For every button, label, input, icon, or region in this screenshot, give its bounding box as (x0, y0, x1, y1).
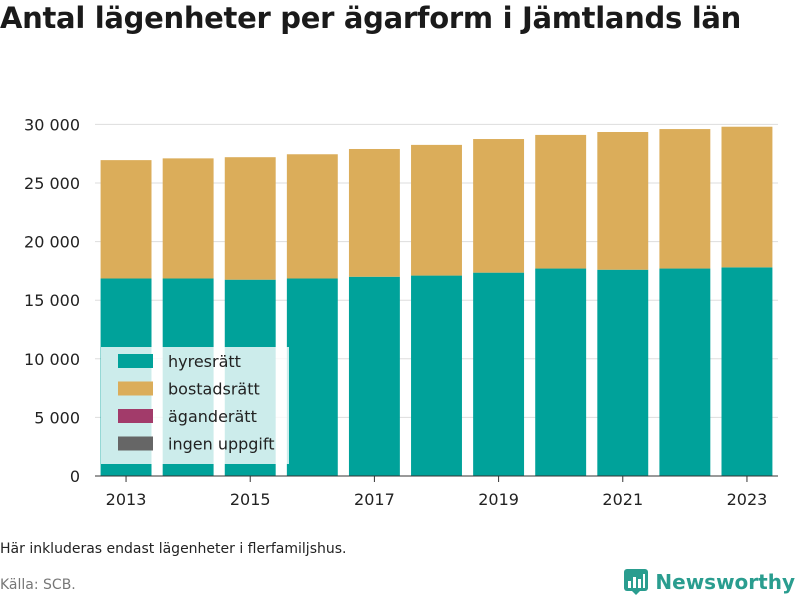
stacked-bar-chart: 0 5 000 10 000 15 000 20 000 25 000 30 000 201… (24, 115, 778, 509)
bar-segment (286, 154, 338, 279)
bar-segment (473, 139, 525, 273)
x-tick-label: 2013 (106, 490, 147, 509)
x-tick-label: 2023 (727, 490, 768, 509)
legend-label: ingen uppgift (168, 435, 275, 454)
bar-segment (348, 148, 400, 277)
y-tick-label: 20 000 (24, 233, 80, 252)
y-tick-label: 25 000 (24, 174, 80, 193)
newsworthy-logo[interactable]: Newsworthy (623, 568, 795, 596)
bar-segment (721, 126, 773, 268)
legend-swatch (118, 409, 153, 423)
x-tick-label: 2017 (354, 490, 395, 509)
brand-name: Newsworthy (655, 570, 795, 594)
bar-segment (411, 275, 462, 476)
bar-segment (348, 276, 400, 476)
x-tick-label: 2019 (478, 490, 519, 509)
x-tick-label: 2021 (602, 490, 643, 509)
bar-segment (162, 158, 214, 279)
bar-segment (597, 131, 649, 270)
bar-segment (535, 134, 587, 269)
source-text: Källa: SCB. (0, 577, 76, 593)
legend-label: hyresrätt (168, 352, 241, 371)
bar-segment (100, 160, 152, 279)
y-tick-label: 30 000 (24, 115, 80, 134)
y-tick-label: 15 000 (24, 291, 80, 310)
y-axis-tick-labels: 0 5 000 10 000 15 000 20 000 25 000 30 000 (24, 115, 80, 486)
bar-segment (473, 272, 525, 476)
legend-label: bostadsrätt (168, 380, 260, 399)
bar-segment (721, 267, 773, 476)
legend: hyresrätt bostadsrätt äganderätt ingen uppg… (101, 347, 289, 464)
bar-segment (224, 157, 276, 280)
legend-label: äganderätt (168, 407, 257, 426)
bar-segment (597, 269, 649, 476)
legend-swatch (118, 354, 153, 368)
bar-chart-badge-icon (624, 569, 649, 595)
bar-segment (286, 278, 338, 476)
y-tick-label: 5 000 (34, 408, 80, 427)
chart-title: Antal lägenheter per ägarform i Jämtland… (0, 1, 741, 35)
y-tick-label: 10 000 (24, 350, 80, 369)
footnote: Här inkluderas endast lägenheter i flerf… (0, 541, 347, 557)
legend-swatch (118, 436, 153, 451)
bar-segment (535, 268, 587, 476)
x-tick-label: 2015 (230, 490, 271, 509)
legend-swatch (118, 381, 153, 396)
bar-segment (411, 144, 462, 276)
bar-segment (659, 268, 711, 476)
bar-segment (659, 129, 711, 269)
x-axis: 2013 2015 2017 2019 2021 2023 (95, 475, 778, 509)
y-tick-label: 0 (70, 467, 80, 486)
